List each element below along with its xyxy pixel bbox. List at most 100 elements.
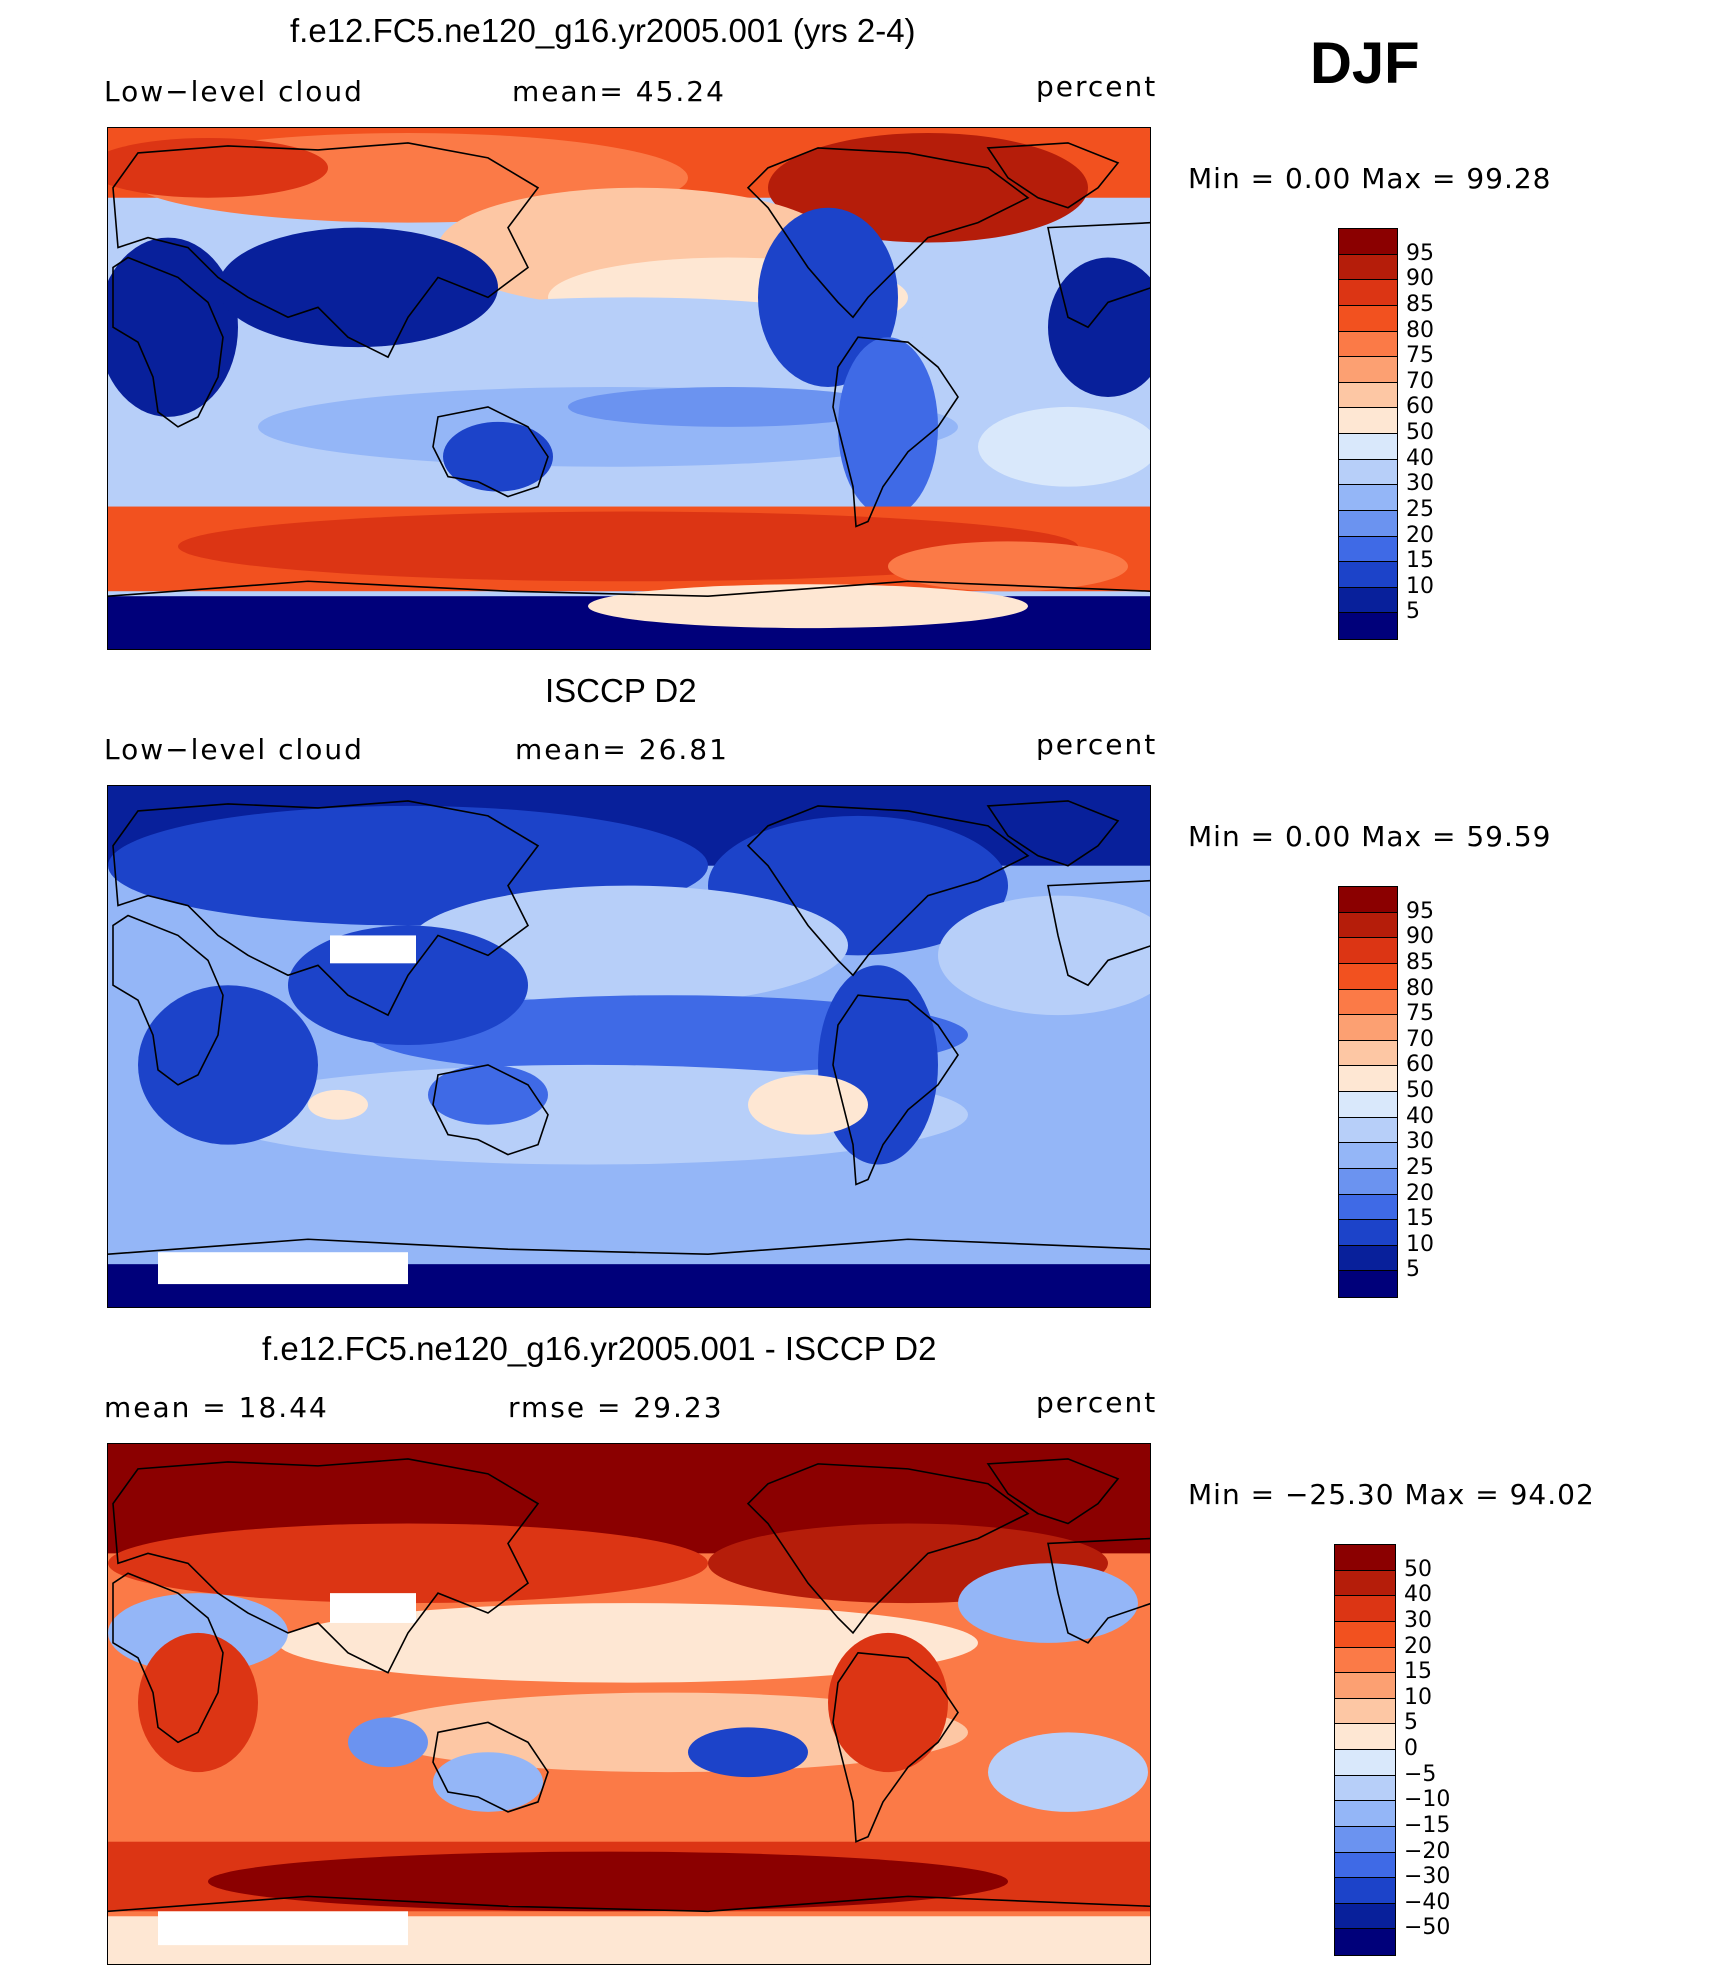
colorbar-swatch bbox=[1339, 1015, 1397, 1041]
colorbar-tick-label: 95 bbox=[1406, 898, 1434, 924]
coastline bbox=[1047, 221, 1150, 329]
colorbar-swatch bbox=[1335, 1929, 1395, 1955]
colorbar-tick-label: 40 bbox=[1404, 1582, 1432, 1608]
colorbar-tick-label: 30 bbox=[1404, 1607, 1432, 1633]
colorbar-tick-label: 10 bbox=[1404, 1684, 1432, 1710]
colorbar-swatch bbox=[1335, 1724, 1395, 1750]
panel2-minmax-label: Min = 0.00 Max = 59.59 bbox=[1188, 820, 1552, 853]
colorbar-swatch bbox=[1335, 1903, 1395, 1930]
colorbar-tick-label: 85 bbox=[1406, 291, 1434, 317]
colorbar-tick-label: −10 bbox=[1404, 1787, 1451, 1813]
panel1-map bbox=[107, 127, 1151, 650]
coastline bbox=[432, 1721, 549, 1813]
panel3-units-label: percent bbox=[1036, 1386, 1158, 1419]
colorbar-tick-label: 30 bbox=[1406, 471, 1434, 497]
colorbar-tick-label: 70 bbox=[1406, 1026, 1434, 1052]
colorbar-swatch bbox=[1339, 459, 1397, 486]
colorbar-swatch bbox=[1335, 1878, 1395, 1904]
coastline bbox=[112, 1458, 540, 1674]
colorbar-swatch bbox=[1335, 1826, 1395, 1853]
colorbar-swatch bbox=[1335, 1852, 1395, 1879]
colorbar-tick-label: −5 bbox=[1404, 1761, 1437, 1787]
colorbar-tick-label: 85 bbox=[1406, 949, 1434, 975]
coastline bbox=[108, 1238, 1150, 1256]
season-label: DJF bbox=[1310, 31, 1420, 96]
colorbar-tick-label: 95 bbox=[1406, 240, 1434, 266]
panel1-title: f.e12.FC5.ne120_g16.yr2005.001 (yrs 2-4) bbox=[290, 12, 916, 49]
colorbar-tick-label: 20 bbox=[1404, 1633, 1432, 1659]
colorbar-tick-label: 25 bbox=[1406, 496, 1434, 522]
colorbar-swatch bbox=[1335, 1801, 1395, 1827]
colorbar-swatch bbox=[1339, 912, 1397, 939]
colorbar-swatch bbox=[1339, 989, 1397, 1016]
colorbar-swatch bbox=[1335, 1570, 1395, 1597]
field-map-svg bbox=[108, 128, 1150, 649]
colorbar-tick-label: −15 bbox=[1404, 1812, 1451, 1838]
colorbar-swatch bbox=[1339, 587, 1397, 614]
coastline bbox=[108, 1895, 1150, 1913]
panel1-minmax-label: Min = 0.00 Max = 99.28 bbox=[1188, 162, 1552, 195]
coastline bbox=[112, 256, 224, 428]
colorbar-swatch bbox=[1335, 1647, 1395, 1674]
field-map-svg bbox=[108, 786, 1150, 1307]
colorbar-tick-label: −50 bbox=[1404, 1915, 1451, 1941]
colorbar-swatch bbox=[1339, 408, 1397, 434]
colorbar-swatch bbox=[1339, 1117, 1397, 1144]
colorbar-tick-label: 0 bbox=[1404, 1736, 1418, 1761]
colorbar-tick-label: −40 bbox=[1404, 1889, 1451, 1915]
panel1-variable-label: Low−level cloud bbox=[104, 75, 364, 108]
colorbar-swatch bbox=[1339, 887, 1397, 913]
panel2-mean-label: mean= 26.81 bbox=[515, 733, 729, 766]
panel2-units-label: percent bbox=[1036, 728, 1158, 761]
colorbar-swatch bbox=[1339, 434, 1397, 460]
colorbar-swatch bbox=[1339, 1271, 1397, 1297]
panel3-mean-label: mean = 18.44 bbox=[104, 1391, 329, 1424]
panel3-minmax-label: Min = −25.30 Max = 94.02 bbox=[1188, 1478, 1595, 1511]
colorbar-swatch bbox=[1339, 305, 1397, 332]
colorbar-swatch bbox=[1339, 1143, 1397, 1169]
colorbar-swatch bbox=[1339, 1245, 1397, 1272]
coastline bbox=[832, 994, 959, 1186]
colorbar-tick-label: 75 bbox=[1406, 343, 1434, 369]
coastline bbox=[986, 142, 1120, 209]
colorbar-swatch bbox=[1339, 229, 1397, 255]
colorbar-tick-label: 40 bbox=[1406, 445, 1434, 471]
coastline bbox=[112, 1572, 224, 1744]
colorbar-tick-label: 40 bbox=[1406, 1103, 1434, 1129]
colorbar-swatch bbox=[1335, 1545, 1395, 1571]
coastline bbox=[112, 914, 224, 1086]
colorbar-tick-label: 75 bbox=[1406, 1001, 1434, 1027]
colorbar-tick-label: 20 bbox=[1406, 1180, 1434, 1206]
panel3-rmse-label: rmse = 29.23 bbox=[508, 1391, 724, 1424]
colorbar-tick-label: −30 bbox=[1404, 1864, 1451, 1890]
colorbar-swatch bbox=[1335, 1698, 1395, 1725]
colorbar-swatch bbox=[1339, 510, 1397, 537]
coastline bbox=[112, 142, 540, 359]
colorbar-swatch bbox=[1339, 485, 1397, 511]
panel3-title: f.e12.FC5.ne120_g16.yr2005.001 - ISCCP D… bbox=[262, 1330, 937, 1367]
colorbar-tick-label: 80 bbox=[1406, 317, 1434, 343]
panel2-colorbar bbox=[1338, 886, 1398, 1298]
colorbar-tick-label: 50 bbox=[1406, 1078, 1434, 1103]
colorbar-tick-label: 90 bbox=[1406, 266, 1434, 292]
panel1-mean-label: mean= 45.24 bbox=[512, 75, 726, 108]
colorbar-swatch bbox=[1339, 1194, 1397, 1221]
colorbar-tick-label: 90 bbox=[1406, 924, 1434, 950]
colorbar-tick-label: 70 bbox=[1406, 368, 1434, 394]
colorbar-swatch bbox=[1339, 1040, 1397, 1067]
colorbar-tick-label: 10 bbox=[1406, 1231, 1434, 1257]
colorbar-tick-label: 60 bbox=[1406, 394, 1434, 420]
panel3-map bbox=[107, 1443, 1151, 1965]
colorbar-swatch bbox=[1335, 1775, 1395, 1802]
panel2-map bbox=[107, 785, 1151, 1308]
colorbar-swatch bbox=[1335, 1621, 1395, 1648]
colorbar-swatch bbox=[1339, 1168, 1397, 1195]
colorbar-swatch bbox=[1339, 536, 1397, 563]
colorbar-swatch bbox=[1339, 938, 1397, 964]
panel2-title: ISCCP D2 bbox=[545, 672, 697, 709]
coastline bbox=[108, 580, 1150, 598]
coastline bbox=[746, 805, 1030, 977]
coastline bbox=[832, 1651, 959, 1843]
colorbar-tick-label: 50 bbox=[1404, 1556, 1432, 1582]
colorbar-swatch bbox=[1335, 1673, 1395, 1699]
